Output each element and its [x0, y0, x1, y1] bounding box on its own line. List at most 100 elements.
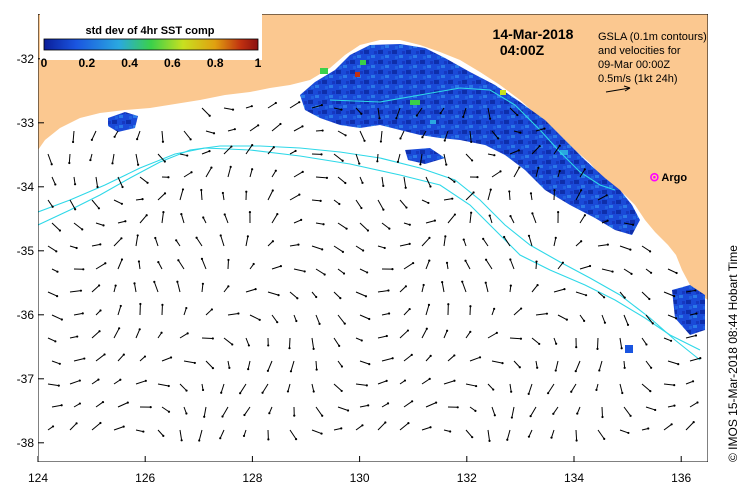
- velocity-arrow-head: [233, 128, 236, 131]
- velocity-arrow-head: [469, 330, 472, 333]
- velocity-arrow: [685, 335, 697, 339]
- velocity-arrow-head: [470, 140, 473, 144]
- velocity-arrow-head: [342, 272, 346, 275]
- velocity-arrow: [113, 328, 120, 339]
- velocity-arrow-head: [503, 235, 506, 239]
- colorbar-tick-label: 0: [41, 56, 48, 70]
- velocity-arrow-head: [212, 132, 216, 135]
- velocity-arrow: [619, 245, 631, 251]
- velocity-arrow: [623, 360, 626, 368]
- velocity-arrow-head: [411, 400, 414, 403]
- velocity-arrow-head: [219, 234, 222, 237]
- velocity-arrow: [51, 314, 63, 320]
- velocity-arrow: [511, 406, 515, 418]
- velocity-arrow-head: [669, 339, 673, 342]
- velocity-arrow: [245, 144, 253, 155]
- velocity-arrow-head: [162, 211, 165, 214]
- y-axis: -32 -33 -34 -35 -36 -37 -38: [17, 52, 44, 450]
- velocity-arrow-head: [104, 262, 107, 265]
- velocity-arrow-head: [120, 202, 123, 205]
- velocity-arrow-head: [489, 117, 492, 120]
- velocity-arrow-head: [254, 288, 257, 291]
- velocity-arrow: [95, 222, 104, 226]
- velocity-arrow-head: [510, 390, 513, 393]
- velocity-arrow-head: [71, 140, 75, 144]
- velocity-arrow-head: [623, 366, 626, 369]
- velocity-arrow-head: [122, 425, 125, 428]
- velocity-arrow: [337, 314, 346, 324]
- velocity-arrow: [47, 291, 58, 297]
- velocity-arrow-head: [428, 236, 431, 240]
- velocity-arrow-head: [492, 388, 495, 391]
- sst-data-patches: [108, 44, 705, 353]
- velocity-arrow: [465, 429, 473, 438]
- velocity-arrow-head: [208, 114, 211, 117]
- y-tick-label: -33: [17, 116, 35, 130]
- velocity-arrow: [183, 406, 187, 414]
- velocity-arrow-head: [583, 214, 586, 217]
- velocity-arrow-head: [412, 261, 415, 265]
- velocity-arrow-head: [180, 439, 183, 442]
- velocity-arrow: [623, 268, 632, 275]
- velocity-arrow-head: [288, 347, 291, 350]
- velocity-arrow-head: [315, 368, 318, 371]
- velocity-arrow-head: [469, 305, 472, 308]
- velocity-arrow: [161, 357, 172, 362]
- velocity-arrow: [47, 153, 53, 165]
- velocity-arrow-head: [558, 144, 561, 147]
- velocity-arrow-head: [482, 237, 485, 240]
- velocity-arrow: [73, 222, 83, 230]
- velocity-arrow-head: [98, 284, 101, 287]
- velocity-arrow-head: [60, 404, 63, 407]
- velocity-arrow-head: [250, 105, 253, 108]
- velocity-arrow-head: [429, 354, 432, 357]
- velocity-arrow-head: [385, 379, 388, 382]
- velocity-arrow-head: [478, 356, 482, 359]
- gsla-note-line4: 0.5m/s (1kt 24h): [598, 73, 677, 85]
- velocity-arrow: [469, 212, 472, 224]
- velocity-arrow: [485, 282, 489, 293]
- velocity-arrow-head: [338, 344, 341, 347]
- velocity-arrow: [139, 176, 148, 184]
- velocity-arrow: [201, 107, 211, 117]
- velocity-arrow: [535, 261, 538, 270]
- velocity-arrow: [553, 288, 565, 293]
- velocity-arrow-head: [388, 227, 391, 230]
- velocity-arrow-head: [673, 295, 676, 298]
- velocity-arrow: [508, 191, 511, 201]
- velocity-arrow-head: [227, 285, 230, 288]
- velocity-arrow: [416, 107, 423, 116]
- velocity-arrow: [288, 337, 291, 349]
- velocity-arrow-head: [453, 180, 456, 183]
- velocity-arrow-head: [363, 139, 366, 142]
- velocity-arrow: [245, 288, 256, 293]
- velocity-arrow: [645, 360, 652, 369]
- velocity-arrow-head: [545, 312, 549, 315]
- velocity-arrow: [689, 357, 701, 362]
- velocity-arrow-head: [654, 408, 657, 412]
- velocity-arrow: [219, 429, 225, 439]
- velocity-arrow-head: [580, 189, 583, 192]
- velocity-arrow: [381, 402, 389, 408]
- velocity-arrow-head: [185, 389, 188, 392]
- velocity-arrow-head: [630, 272, 633, 275]
- velocity-arrow-head: [484, 258, 488, 261]
- y-tick-label: -37: [17, 372, 35, 386]
- velocity-arrow-head: [484, 281, 487, 284]
- velocity-arrow-head: [519, 337, 523, 340]
- velocity-arrow-head: [97, 207, 101, 210]
- velocity-arrow: [355, 291, 367, 297]
- colorbar-tick-label: 0.8: [207, 56, 224, 70]
- velocity-arrow: [381, 313, 390, 316]
- velocity-arrow: [377, 199, 384, 210]
- velocity-arrow: [487, 429, 491, 441]
- velocity-arrow: [91, 379, 99, 385]
- velocity-arrow-head: [298, 193, 301, 196]
- gsla-note-line3: 09-Mar 00:00Z: [598, 59, 670, 71]
- velocity-arrow: [641, 337, 647, 345]
- velocity-arrow: [69, 380, 80, 385]
- velocity-arrow: [399, 330, 409, 339]
- velocity-arrow-head: [136, 138, 139, 141]
- velocity-arrow-head: [297, 243, 300, 246]
- velocity-arrow-head: [376, 160, 379, 163]
